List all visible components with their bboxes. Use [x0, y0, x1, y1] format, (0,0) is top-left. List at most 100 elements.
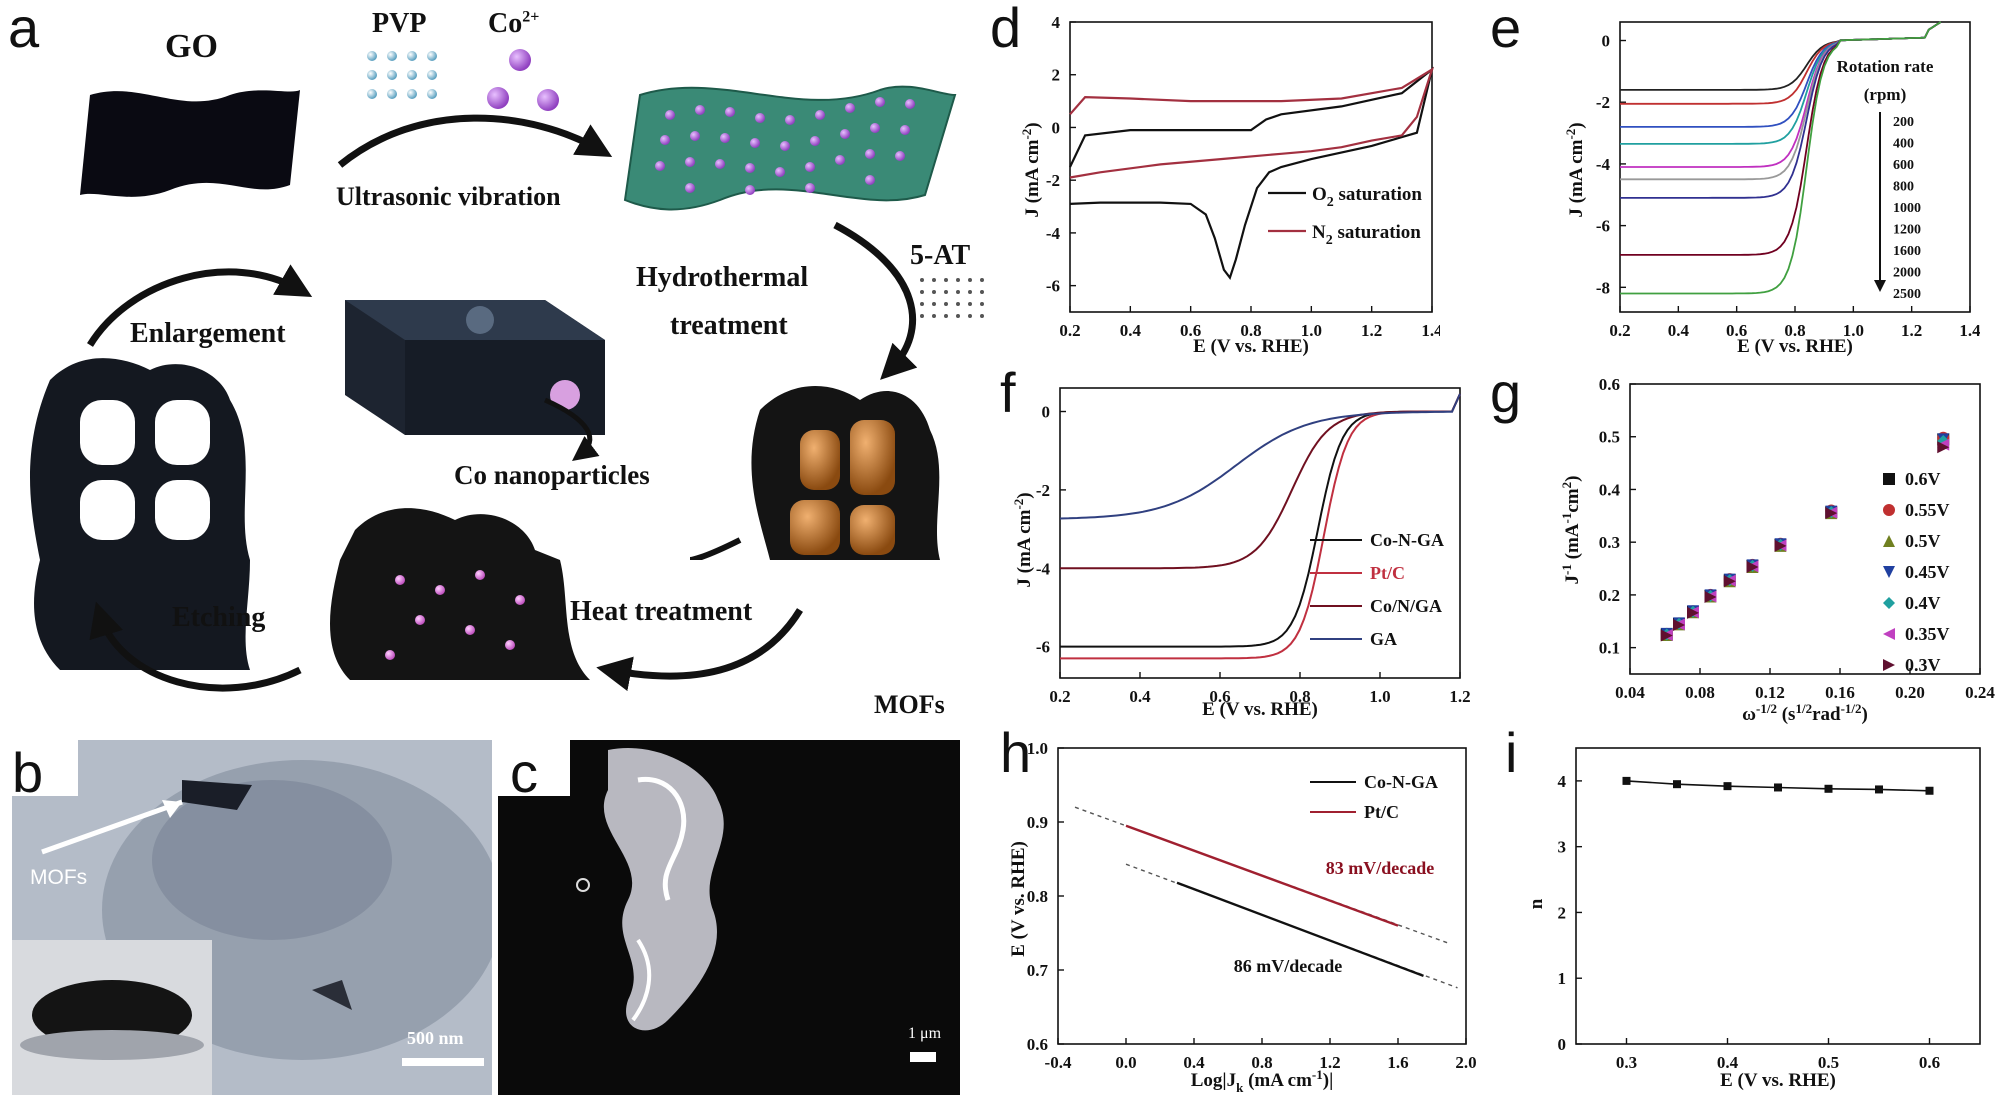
panel-label-i: i — [1505, 721, 1518, 784]
pvp-dots-icon — [367, 51, 437, 99]
x-tick-label: 1.0 — [1301, 321, 1322, 340]
x-axis-label: ω-1/2 (s1/2rad-1/2) — [1742, 701, 1868, 725]
y-tick-label: 3 — [1558, 838, 1567, 857]
series-line-0 — [1620, 21, 1942, 91]
legend-label: 600 — [1893, 158, 1914, 173]
y-axis-label: n — [1526, 898, 1547, 909]
label-heat-treatment: Heat treatment — [570, 596, 753, 627]
series-line-1 — [1060, 393, 1461, 660]
label-etching: Etching — [172, 602, 266, 633]
y-tick-label: -6 — [1596, 217, 1610, 236]
y-axis-label: J (mA cm-2) — [1563, 122, 1587, 217]
co-ion-icon — [487, 49, 559, 111]
x-axis-label: E (V vs. RHE) — [1720, 1070, 1836, 1091]
arrow-ultrasonic — [337, 114, 613, 168]
legend-marker — [1883, 504, 1895, 516]
y-tick-label: -4 — [1036, 559, 1051, 578]
x-tick-label: 0.6 — [1180, 321, 1201, 340]
legend-label: Co/N/GA — [1370, 596, 1442, 616]
x-tick-label: 0.3 — [1616, 1053, 1637, 1072]
chart-f: 0.2 0.4 0.6 0.8 1.0 1.2 0 -2 -4 -6 E (V vs. RHE) J … — [1011, 387, 1470, 720]
chart-h: -0.4 0.0 0.4 0.8 1.2 1.6 2.0 1.0 0.9 0.8 0.7 0.6 Co-… — [1010, 739, 1477, 1095]
data-point — [1723, 575, 1736, 588]
legend-marker — [1883, 659, 1895, 671]
x-tick-label: 0.08 — [1685, 683, 1715, 702]
panel-label-a: a — [8, 0, 40, 59]
arrow-hydrothermal — [833, 221, 918, 380]
panel-label-g: g — [1490, 361, 1522, 424]
data-point — [1746, 560, 1759, 573]
y-axis-label: E (V vs. RHE) — [1010, 841, 1029, 957]
arrow-heat — [689, 537, 742, 560]
series-line-8 — [1620, 21, 1942, 295]
legend-label: N2 saturation — [1312, 222, 1421, 248]
legend-label: 0.45V — [1905, 562, 1950, 582]
schematic-lower — [34, 560, 803, 692]
y-tick-label: 4 — [1052, 13, 1061, 32]
data-point — [1925, 786, 1934, 795]
data-point — [1875, 785, 1883, 794]
legend-label: 400 — [1893, 137, 1914, 152]
data-point — [1937, 441, 1950, 454]
label-hydrothermal-1: Hydrothermal — [636, 262, 809, 293]
x-tick-label: 1.6 — [1387, 1053, 1408, 1072]
y-tick-label: 1.0 — [1027, 739, 1048, 758]
y-tick-label: 0 — [1602, 32, 1611, 51]
x-tick-label: 1.4 — [1959, 321, 1980, 340]
x-tick-label: 1.2 — [1361, 321, 1382, 340]
data-point — [1774, 783, 1782, 792]
y-tick-label: 0.3 — [1599, 533, 1620, 552]
y-tick-label: 0 — [1558, 1035, 1567, 1054]
y-tick-label: 0.8 — [1027, 887, 1048, 906]
panel-label-d: d — [990, 0, 1022, 59]
x-tick-label: 1.2 — [1319, 1053, 1340, 1072]
plot-frame — [1575, 747, 1981, 1045]
legend-label: Co-N-GA — [1370, 530, 1444, 550]
data-point — [1825, 507, 1838, 520]
plot-frame — [1629, 383, 1981, 675]
legend-title: Rotation rate — [1837, 57, 1934, 76]
y-tick-label: 0 — [1052, 118, 1061, 137]
legend-label: 1000 — [1893, 201, 1921, 216]
y-tick-label: 0 — [1042, 403, 1051, 422]
panel-label-f: f — [1000, 361, 1016, 424]
x-tick-label: 2.0 — [1455, 1053, 1476, 1072]
panel-label-e: e — [1490, 0, 1522, 59]
y-tick-label: -2 — [1036, 481, 1050, 500]
chart-g: 0.04 0.08 0.12 0.16 0.20 0.24 0.1 0.2 0.3 0.4 0.5 0… — [1559, 375, 1995, 725]
legend-label: 0.55V — [1905, 500, 1950, 520]
y-tick-label: 0.4 — [1599, 480, 1621, 499]
data-point — [1687, 606, 1699, 619]
label-enlargement: Enlargement — [130, 318, 286, 349]
x-tick-label: 0.12 — [1755, 683, 1785, 702]
x-tick-label: -0.4 — [1045, 1053, 1072, 1072]
y-tick-label: 0.7 — [1027, 961, 1049, 980]
x-tick-label: 0.8 — [1240, 321, 1261, 340]
legend-label: GA — [1370, 629, 1397, 649]
x-tick-label: 1.0 — [1369, 687, 1390, 706]
legend-label: 800 — [1893, 180, 1914, 195]
legend-marker — [1883, 473, 1895, 485]
legend-label: 0.4V — [1905, 593, 1941, 613]
x-tick-label: 0.6 — [1726, 321, 1747, 340]
data-point — [1660, 629, 1673, 642]
sem-texture — [576, 748, 936, 1062]
x-tick-label: 0.2 — [1059, 321, 1080, 340]
y-tick-label: 0.2 — [1599, 586, 1620, 605]
x-tick-label: 0.4 — [1183, 1053, 1205, 1072]
label-5at: 5-AT — [910, 240, 971, 271]
panel-label-b-bg — [0, 740, 78, 796]
tem-mofs-label: MOFs — [30, 866, 88, 889]
y-tick-label: 0.5 — [1599, 428, 1620, 447]
series-line-3 — [1059, 393, 1461, 520]
x-tick-label: 0.8 — [1289, 687, 1310, 706]
x-tick-label: 0.5 — [1818, 1053, 1839, 1072]
aerogel-etched — [30, 358, 250, 560]
x-tick-label: 1.4 — [1421, 321, 1440, 340]
data-point — [1704, 591, 1717, 604]
x-axis-label: E (V vs. RHE) — [1202, 699, 1318, 720]
chart-i: 0.3 0.4 0.5 0.6 0 1 2 3 4 E (V vs. RHE) n — [1526, 747, 1981, 1091]
x-tick-label: 0.0 — [1115, 1053, 1136, 1072]
label-hydrothermal-2: treatment — [670, 310, 788, 341]
tem-texture — [12, 760, 492, 1095]
